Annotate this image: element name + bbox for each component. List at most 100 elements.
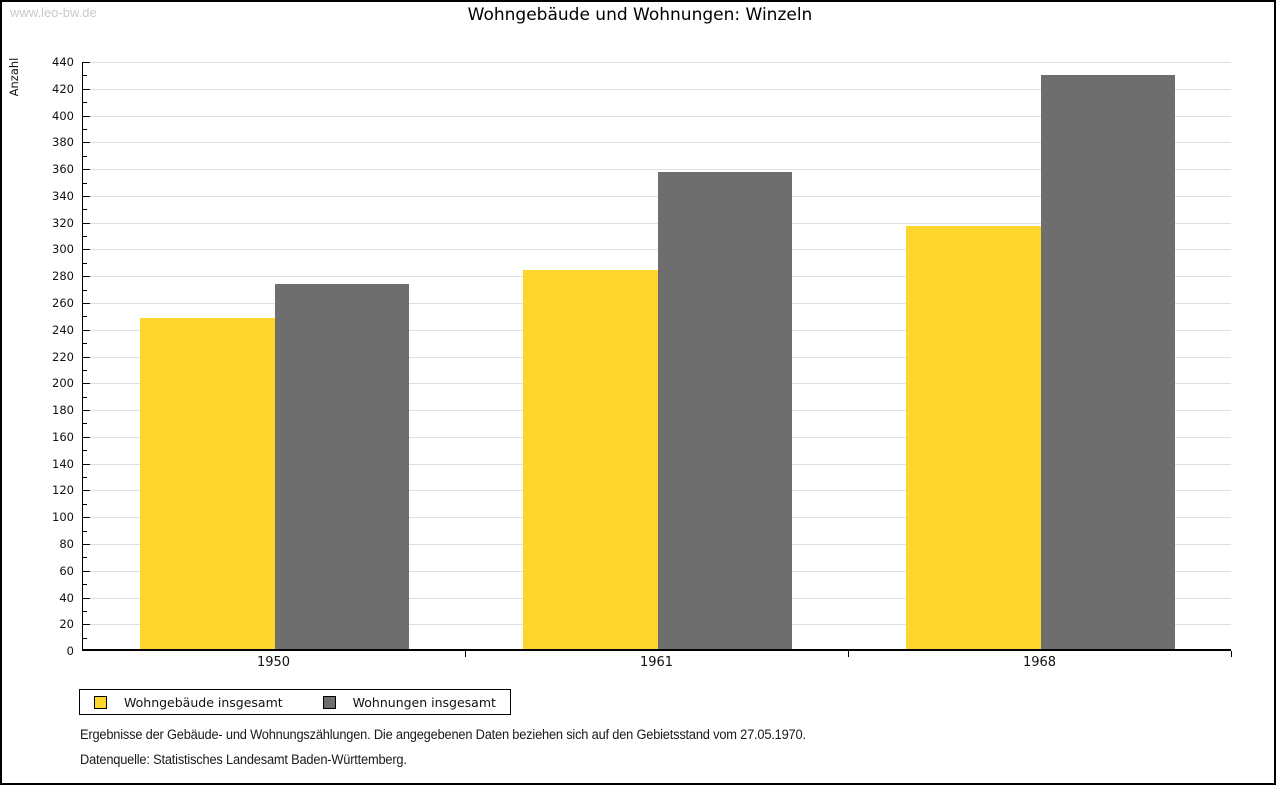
- y-minor-tick: [83, 75, 87, 77]
- y-tick-label: 260: [52, 296, 74, 310]
- y-major-tick: [83, 570, 90, 572]
- y-major-tick: [83, 436, 90, 438]
- y-minor-tick: [83, 316, 87, 318]
- y-tick-label: 160: [52, 429, 74, 444]
- x-category-label: 1961: [639, 655, 674, 670]
- bar-1968-1: [1040, 74, 1175, 649]
- y-minor-tick: [83, 369, 87, 371]
- y-minor-tick: [83, 610, 87, 612]
- y-major-tick: [83, 169, 90, 171]
- y-minor-tick: [83, 128, 87, 130]
- y-major-tick: [83, 597, 90, 599]
- y-tick-label: 120: [52, 483, 74, 498]
- y-minor-tick: [83, 262, 87, 264]
- watermark: www.leo-bw.de: [10, 5, 97, 20]
- y-minor-tick: [83, 396, 87, 398]
- gridline: [83, 115, 1231, 117]
- y-major-tick: [83, 142, 90, 144]
- y-tick-label: 240: [52, 322, 74, 337]
- y-tick-label: 100: [52, 510, 74, 525]
- y-tick-label: 40: [59, 590, 74, 605]
- y-minor-tick: [83, 584, 87, 586]
- y-minor-tick: [83, 289, 87, 291]
- legend-swatch-gray: [322, 695, 336, 709]
- gridline: [83, 169, 1231, 171]
- y-major-tick: [83, 356, 90, 358]
- y-tick-label: 280: [52, 269, 74, 284]
- x-category-label: 1950: [256, 655, 291, 670]
- footnote-source-note: Ergebnisse der Gebäude- und Wohnungszähl…: [80, 727, 806, 742]
- bar-1950-0: [140, 318, 275, 649]
- bar-1950-1: [274, 283, 409, 649]
- gridline: [83, 249, 1231, 251]
- footnote-data-source: Datenquelle: Statistisches Landesamt Bad…: [80, 752, 407, 767]
- y-tick-label: 200: [52, 376, 74, 391]
- y-major-tick: [83, 410, 90, 411]
- bar-1961-0: [523, 270, 658, 649]
- y-minor-tick: [83, 477, 87, 478]
- y-minor-tick: [83, 155, 87, 157]
- y-major-tick: [83, 543, 90, 545]
- y-major-tick: [83, 517, 90, 519]
- y-tick-label: 60: [59, 563, 74, 578]
- y-minor-tick: [83, 423, 87, 425]
- y-tick-label: 420: [52, 81, 74, 96]
- legend-item-wohngebaeude: Wohngebäude insgesamt: [94, 695, 283, 710]
- y-minor-tick: [83, 503, 87, 505]
- y-tick-label: 320: [52, 215, 74, 230]
- y-major-tick: [83, 88, 90, 90]
- y-minor-tick: [83, 450, 87, 452]
- y-major-tick: [83, 624, 90, 626]
- y-minor-tick: [83, 530, 87, 532]
- gridline: [83, 142, 1231, 144]
- y-major-tick: [83, 62, 90, 63]
- y-major-tick: [83, 249, 90, 251]
- y-major-tick: [83, 329, 90, 331]
- y-major-tick: [83, 463, 90, 465]
- y-tick-label: 440: [52, 55, 74, 69]
- x-boundary-tick: [1231, 651, 1232, 657]
- y-tick-label: 20: [59, 617, 74, 632]
- x-boundary-tick: [465, 651, 466, 657]
- y-tick-label: 340: [52, 188, 74, 203]
- y-minor-tick: [83, 209, 87, 211]
- y-major-tick: [83, 303, 90, 304]
- y-minor-tick: [83, 557, 87, 559]
- y-tick-label: 80: [59, 536, 74, 551]
- y-tick-label: 380: [52, 135, 74, 150]
- bar-1961-1: [657, 172, 792, 649]
- gridline: [83, 62, 1231, 63]
- y-minor-tick: [83, 637, 87, 639]
- y-major-tick: [83, 276, 90, 278]
- y-minor-tick: [83, 236, 87, 237]
- y-minor-tick: [83, 343, 87, 345]
- y-tick-label: 360: [52, 162, 74, 177]
- y-major-tick: [83, 383, 90, 385]
- y-major-tick: [83, 115, 90, 117]
- plot-area: [82, 62, 1231, 651]
- y-tick-label: 180: [52, 403, 74, 417]
- legend-item-wohnungen: Wohnungen insgesamt: [322, 694, 496, 710]
- x-boundary-tick: [848, 651, 849, 657]
- x-category-label: 1968: [1022, 655, 1057, 670]
- y-tick-label: 400: [52, 108, 74, 123]
- legend: Wohngebäude insgesamt Wohnungen insgesam…: [79, 689, 511, 715]
- y-minor-tick: [83, 182, 87, 184]
- y-tick-label: 140: [52, 456, 74, 471]
- gridline: [83, 195, 1231, 197]
- legend-label: Wohnungen insgesamt: [352, 694, 496, 710]
- y-minor-tick: [83, 102, 87, 104]
- chart-title: Wohngebäude und Wohnungen: Winzeln: [467, 5, 813, 25]
- y-tick-label: 0: [66, 644, 74, 658]
- bar-1968-0: [906, 226, 1041, 649]
- y-major-tick: [83, 490, 90, 492]
- y-tick-label: 300: [52, 242, 74, 257]
- legend-swatch-yellow: [94, 695, 107, 709]
- y-major-tick: [83, 195, 90, 197]
- y-tick-label: 220: [52, 349, 74, 364]
- gridline: [83, 222, 1231, 224]
- legend-label: Wohngebäude insgesamt: [124, 694, 283, 710]
- gridline: [83, 88, 1231, 90]
- y-major-tick: [83, 222, 90, 224]
